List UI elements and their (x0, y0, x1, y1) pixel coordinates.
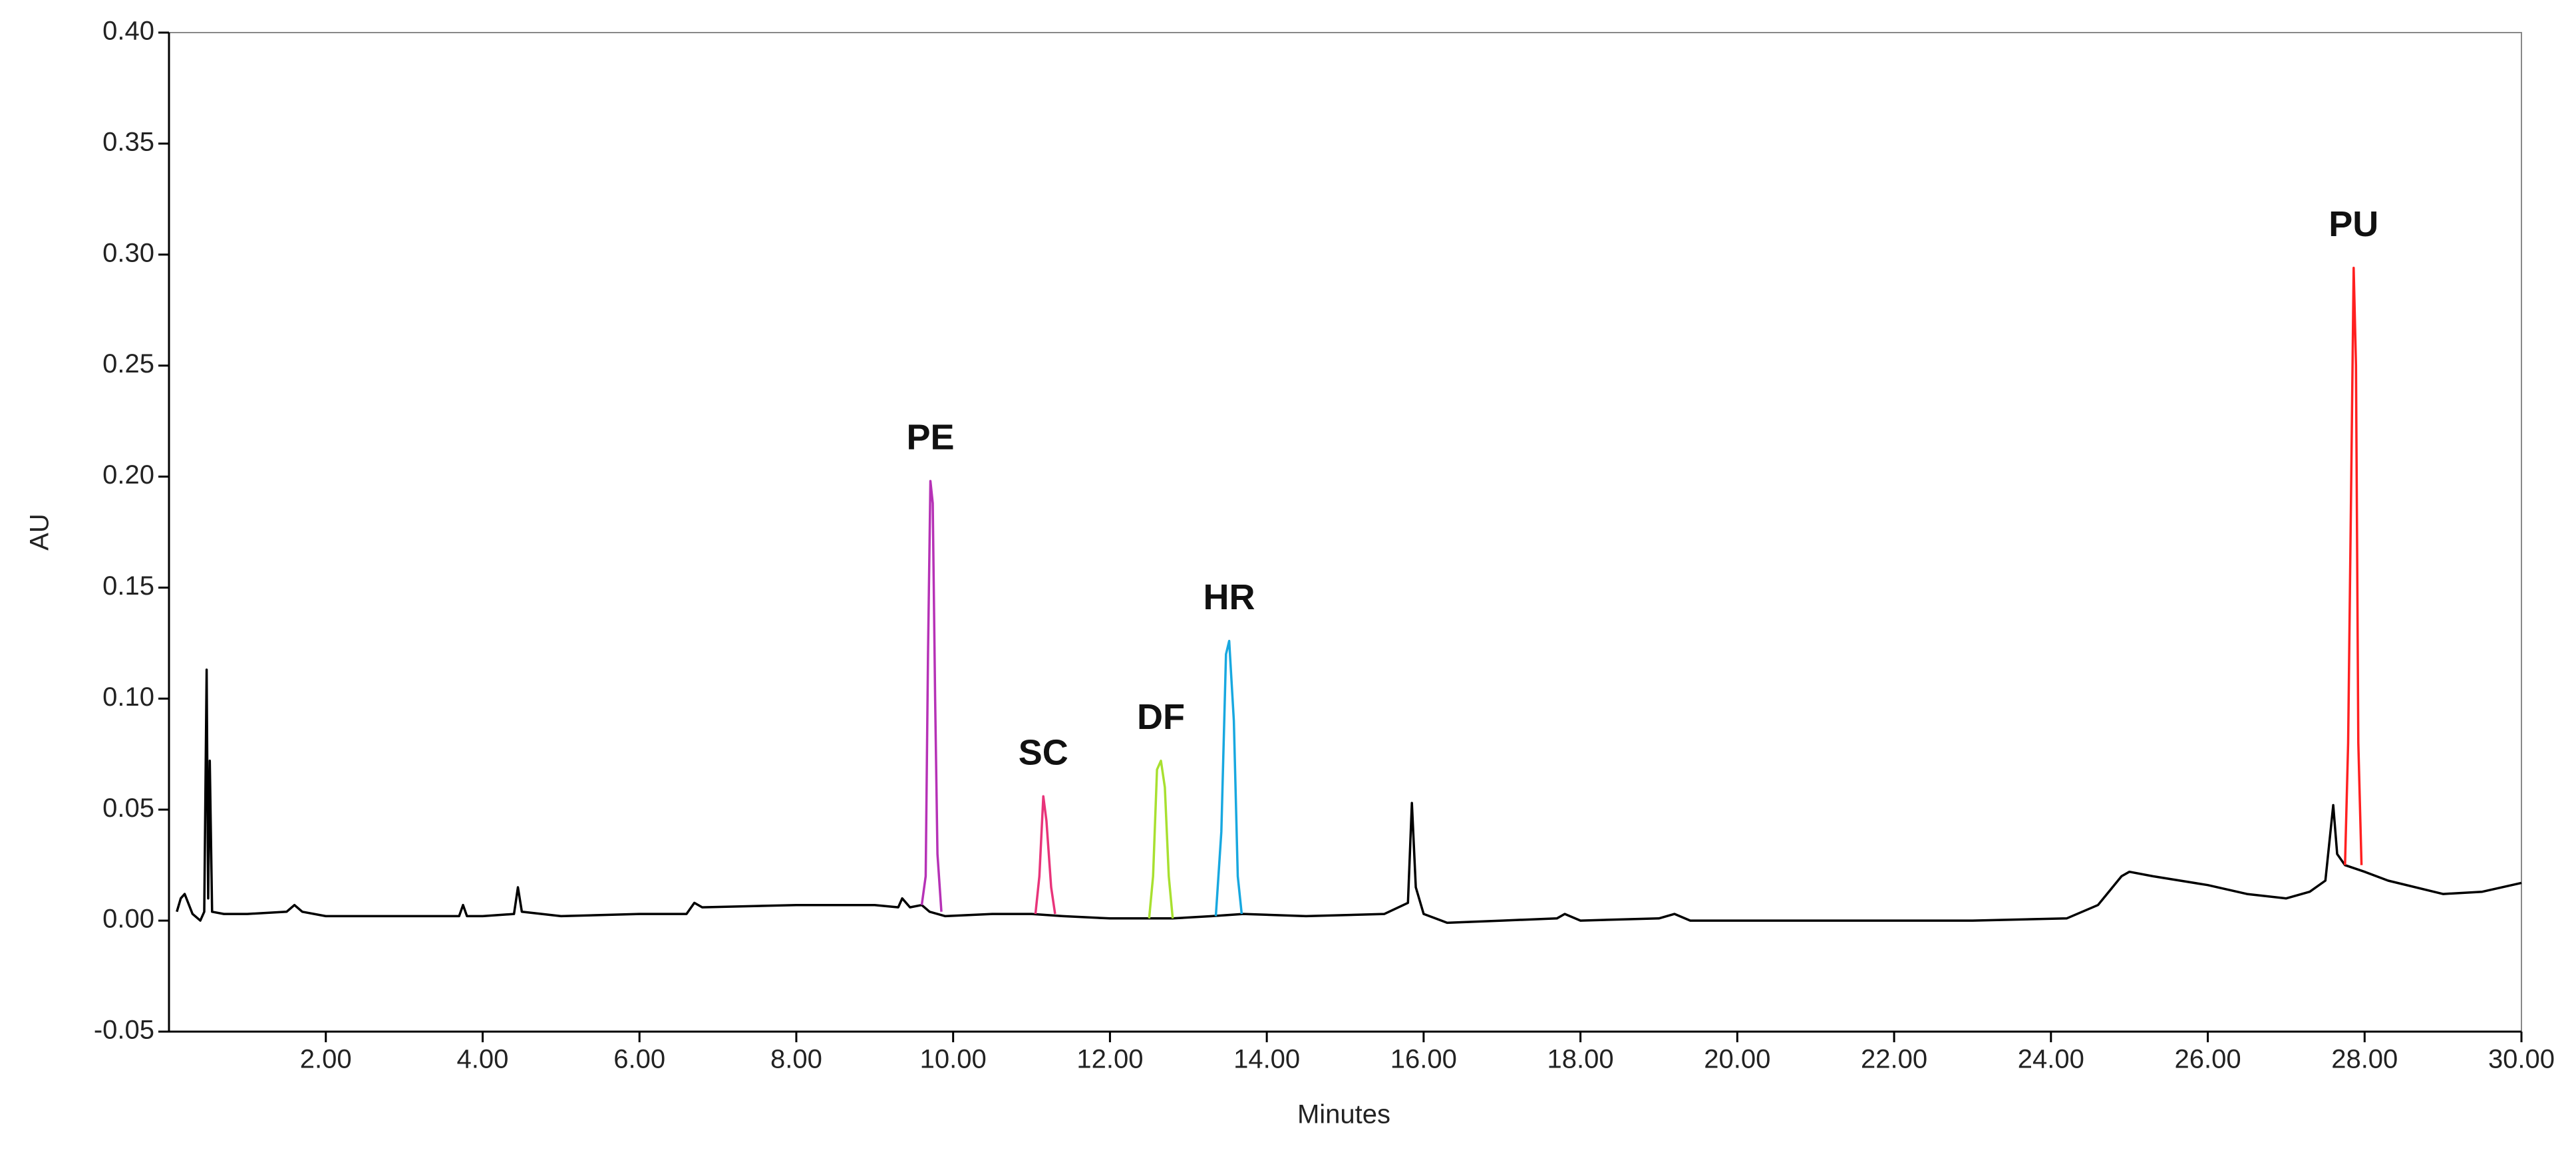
series-line (176, 668, 2522, 925)
x-tick-label: 26.00 (2174, 1045, 2241, 1074)
x-tick-label: 4.00 (457, 1045, 509, 1074)
y-tick-label: 0.20 (102, 460, 154, 490)
series-line (2344, 267, 2363, 865)
peak-label: HR (1204, 577, 1255, 617)
x-tick-label: 24.00 (2018, 1045, 2084, 1074)
series-line (1034, 795, 1056, 915)
x-tick-label: 2.00 (300, 1045, 352, 1074)
y-tick-label: 0.00 (102, 905, 154, 934)
y-tick-label: -0.05 (94, 1016, 154, 1045)
x-tick-label: 12.00 (1076, 1045, 1143, 1074)
x-tick-label: 20.00 (1704, 1045, 1770, 1074)
peak-label: SC (1019, 732, 1068, 772)
series-line (1214, 639, 1243, 917)
y-tick-label: 0.05 (102, 793, 154, 823)
x-tick-label: 28.00 (2331, 1045, 2398, 1074)
x-tick-label: 18.00 (1547, 1045, 1614, 1074)
peak-label: DF (1137, 697, 1185, 737)
y-tick-label: 0.10 (102, 682, 154, 712)
y-tick-label: 0.40 (102, 17, 154, 46)
y-tick-label: 0.15 (102, 571, 154, 601)
peak-label: PU (2329, 204, 2378, 244)
x-tick-label: 16.00 (1390, 1045, 1457, 1074)
x-tick-label: 30.00 (2488, 1045, 2555, 1074)
y-tick-label: 0.25 (102, 349, 154, 378)
y-axis-label: AU (25, 513, 55, 551)
y-tick-label: 0.30 (102, 238, 154, 267)
x-tick-label: 22.00 (1861, 1045, 1927, 1074)
x-tick-label: 10.00 (920, 1045, 987, 1074)
series-line (1148, 760, 1174, 919)
plot-frame (168, 32, 2522, 1032)
x-tick-label: 8.00 (770, 1045, 822, 1074)
series-line (920, 480, 943, 912)
x-tick-label: 6.00 (613, 1045, 665, 1074)
x-axis-label: Minutes (1297, 1100, 1390, 1129)
x-tick-label: 14.00 (1233, 1045, 1300, 1074)
peak-label: PE (906, 417, 954, 457)
y-tick-label: 0.35 (102, 127, 154, 156)
